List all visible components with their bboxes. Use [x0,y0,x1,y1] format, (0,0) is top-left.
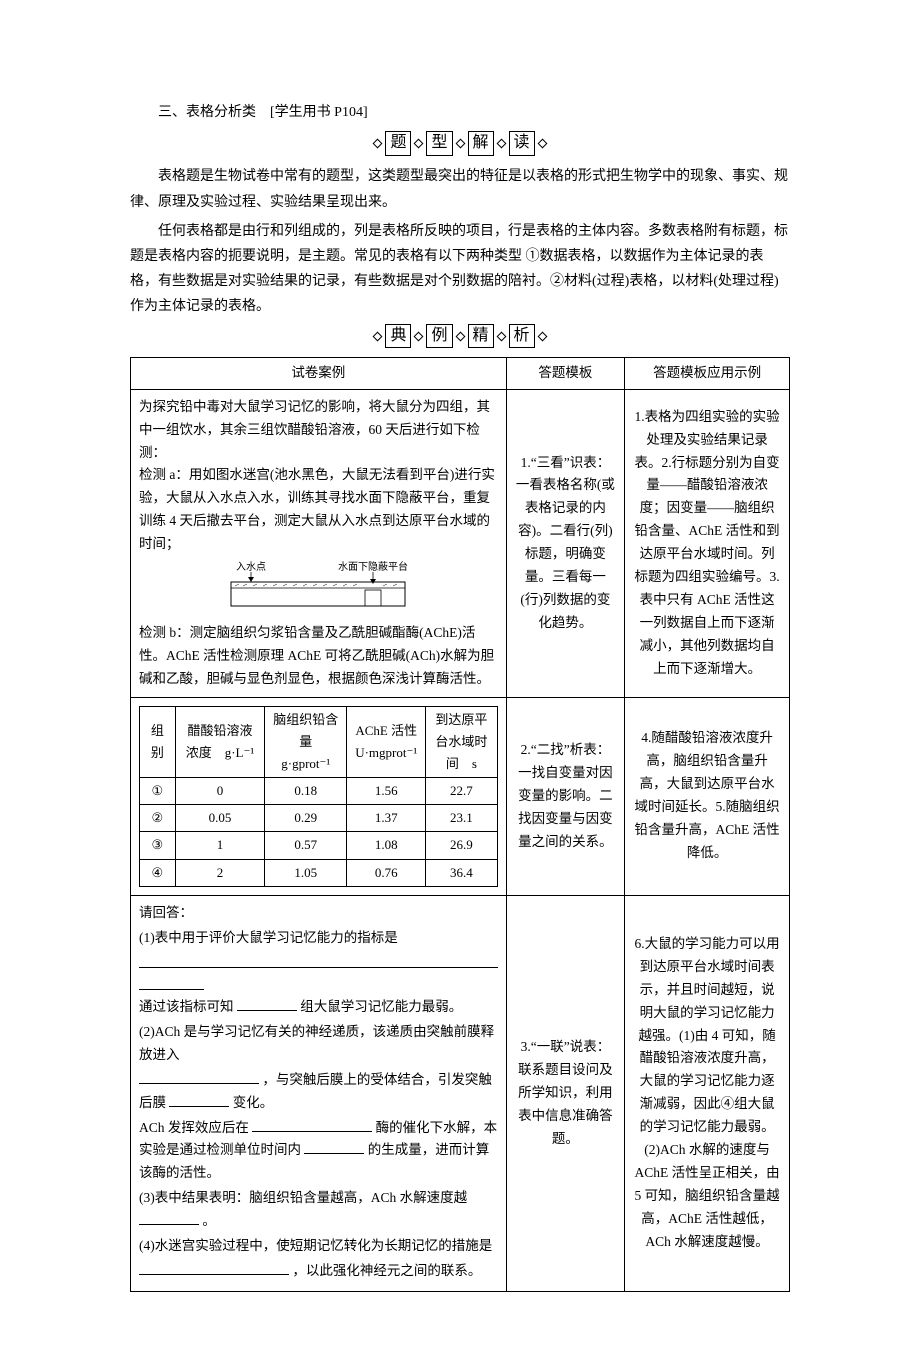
dh1: 醋酸铅溶液浓度 g·L⁻¹ [175,706,264,777]
q4b: ，以此强化神经元之间的联系。 [292,1263,481,1278]
banner1-ch3: 读 [509,131,535,156]
data-row-1: ① 0 0.18 1.56 22.7 [140,778,498,805]
section-title: 三、表格分析类 [学生用书 P104] [130,100,790,125]
banner1-ch1: 型 [426,131,452,156]
blank-q4 [139,1260,289,1275]
q2b-after: 变化。 [233,1095,274,1110]
q3-before: (3)表中结果表明：脑组织铅含量越高，ACh 水解速度越 [139,1190,467,1205]
q1b-before: 通过该指标可知 [139,999,234,1014]
blank-q2b [169,1092,229,1107]
label-entry: 入水点 [236,561,266,573]
q-lead: 请回答： [139,902,498,925]
hdr-template: 答题模板 [506,357,625,389]
diamond-right [537,139,547,149]
example-cell-2: 4.随醋酸铅溶液浓度升高，脑组织铅含量升高，大鼠到达原平台水域时间延长。5.随脑… [625,697,790,895]
banner-example-analysis: 典 例 精 析 [130,324,790,349]
main-table: 试卷案例 答题模板 答题模板应用示例 为探究铅中毒对大鼠学习记忆的影响，将大鼠分… [130,357,790,1292]
case-cell-1: 为探究铅中毒对大鼠学习记忆的影响，将大鼠分为四组，其中一组饮水，其余三组饮醋酸铅… [131,389,507,697]
case-detect-b: 检测 b：测定脑组织匀浆铅含量及乙酰胆碱酯酶(AChE)活性。AChE 活性检测… [139,622,498,691]
banner1-ch2: 解 [468,131,494,156]
blank-line-1 [139,951,498,967]
intro-p1: 表格题是生物试卷中常有的题型，这类题型最突出的特征是以表格的形式把生物学中的现象… [130,164,790,214]
data-row-4: ④ 2 1.05 0.76 36.4 [140,859,498,886]
q2c-before: ACh 发挥效应后在 [139,1120,249,1135]
q2a: (2)ACh 是与学习记忆有关的神经递质，该递质由突触前膜释放进入 [139,1024,494,1062]
intro-p2: 任何表格都是由行和列组成的，列是表格所反映的项目，行是表格的主体内容。多数表格附… [130,219,790,320]
blank-q2c1 [252,1117,372,1132]
q1b-after: 组大鼠学习记忆能力最弱。 [300,999,462,1014]
template-cell-2: 2.“二找”析表：一找自变量对因变量的影响。二找因变量与因变量之间的关系。 [506,697,625,895]
banner-type-interpret: 题 型 解 读 [130,131,790,156]
case-cell-2: 组别 醋酸铅溶液浓度 g·L⁻¹ 脑组织铅含量 g·gprot⁻¹ AChE 活… [131,697,507,895]
banner2-ch0: 典 [385,324,411,349]
dh0: 组别 [140,706,176,777]
case-detect-a: 检测 a：用如图水迷宫(池水黑色，大鼠无法看到平台)进行实验，大鼠从入水点入水，… [139,464,498,556]
q1a: (1)表中用于评价大鼠学习记忆能力的指标是 [139,927,498,950]
banner2-ch2: 精 [468,324,494,349]
data-row-2: ② 0.05 0.29 1.37 23.1 [140,805,498,832]
hdr-case: 试卷案例 [131,357,507,389]
blank-q3 [139,1210,199,1225]
water-maze-diagram: 入水点 水面下隐蔽平台 [139,560,498,618]
diamond-left [373,139,383,149]
blank-q2a [139,1069,259,1084]
label-platform: 水面下隐蔽平台 [338,560,408,573]
dh4: 到达原平台水域时间 s [426,706,498,777]
dh3: AChE 活性 U·mgprot⁻¹ [347,706,426,777]
blank-q2c2 [304,1140,364,1155]
data-table: 组别 醋酸铅溶液浓度 g·L⁻¹ 脑组织铅含量 g·gprot⁻¹ AChE 活… [139,706,498,887]
main-header-row: 试卷案例 答题模板 答题模板应用示例 [131,357,790,389]
template-cell-3: 3.“一联”说表：联系题目设问及所学知识，利用表中信息准确答题。 [506,895,625,1292]
banner2-ch3: 析 [509,324,535,349]
data-row-3: ③ 1 0.57 1.08 26.9 [140,832,498,859]
dh2: 脑组织铅含量 g·gprot⁻¹ [265,706,347,777]
blank-line-2 [139,974,204,990]
banner2-ch1: 例 [426,324,452,349]
blank-q1b [237,996,297,1011]
banner1-ch0: 题 [385,131,411,156]
example-cell-1: 1.表格为四组实验的实验处理及实验结果记录表。2.行标题分别为自变量——醋酸铅溶… [625,389,790,697]
hdr-example: 答题模板应用示例 [625,357,790,389]
data-header-row: 组别 醋酸铅溶液浓度 g·L⁻¹ 脑组织铅含量 g·gprot⁻¹ AChE 活… [140,706,498,777]
case-intro: 为探究铅中毒对大鼠学习记忆的影响，将大鼠分为四组，其中一组饮水，其余三组饮醋酸铅… [139,396,498,465]
case-cell-3: 请回答： (1)表中用于评价大鼠学习记忆能力的指标是 通过该指标可知 组大鼠学习… [131,895,507,1292]
example-cell-3: 6.大鼠的学习能力可以用到达原平台水域时间表示，并且时间越短，说明大鼠的学习记忆… [625,895,790,1292]
q3-after: 。 [202,1213,216,1228]
q4a: (4)水迷宫实验过程中，使短期记忆转化为长期记忆的措施是 [139,1235,498,1258]
template-cell-1: 1.“三看”识表：一看表格名称(或表格记录的内容)。二看行(列)标题，明确变量。… [506,389,625,697]
